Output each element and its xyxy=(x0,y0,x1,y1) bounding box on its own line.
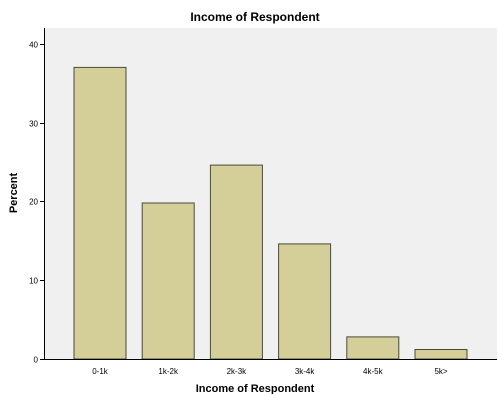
x-axis-ticks: 0-1k 1k-2k 2k-3k 3k-4k 4k-5k 5k> xyxy=(92,367,448,376)
y-axis-label: Percent xyxy=(8,172,20,213)
axes-group xyxy=(44,28,497,360)
y-tick-label: 20 xyxy=(29,198,38,207)
bars-group xyxy=(73,66,468,360)
y-tick-label: 10 xyxy=(29,277,38,286)
x-tick-label: 0-1k xyxy=(92,367,109,376)
bar-1k-2k xyxy=(141,202,195,360)
bar-2k-3k xyxy=(209,164,263,360)
bar-0-1k xyxy=(73,66,127,360)
y-tick-label: 30 xyxy=(29,120,38,129)
chart-title: Income of Respondent xyxy=(190,10,319,24)
x-tick-label: 3k-4k xyxy=(295,367,316,376)
x-axis-label: Income of Respondent xyxy=(196,383,315,394)
y-axis-ticks: 0 10 20 30 40 xyxy=(29,41,44,365)
y-tick-label: 0 xyxy=(34,356,39,365)
x-tick-label: 2k-3k xyxy=(227,367,248,376)
bar-4k-5k xyxy=(346,336,400,360)
bar-5k> xyxy=(414,349,468,360)
bar-3k-4k xyxy=(278,243,332,360)
x-tick-label: 5k> xyxy=(434,367,447,376)
y-tick-label: 40 xyxy=(29,41,38,50)
x-tick-label: 4k-5k xyxy=(363,367,384,376)
x-tick-label: 1k-2k xyxy=(158,367,179,376)
